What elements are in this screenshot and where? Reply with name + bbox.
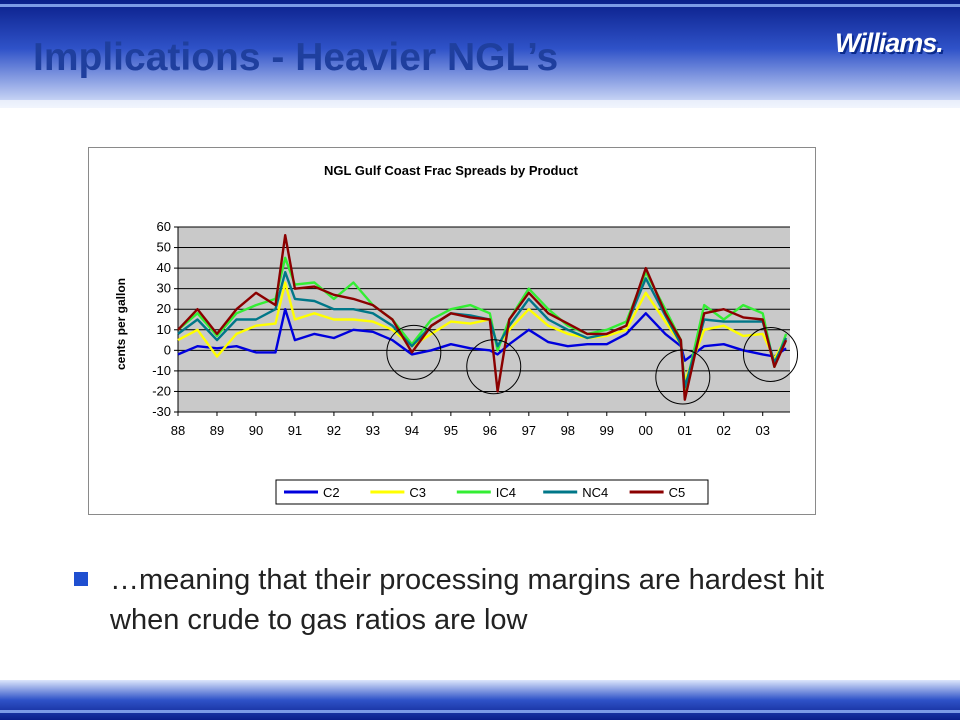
- y-tick-label: -30: [152, 404, 171, 419]
- y-tick-label: 50: [157, 240, 171, 255]
- y-tick-label: -10: [152, 363, 171, 378]
- y-tick-label: 0: [164, 342, 171, 357]
- x-tick-label: 91: [288, 423, 302, 438]
- y-tick-label: 10: [157, 322, 171, 337]
- williams-logo: Williams.: [835, 28, 944, 58]
- legend-label-nc4: NC4: [582, 485, 608, 500]
- x-tick-label: 92: [327, 423, 341, 438]
- y-tick-label: 20: [157, 301, 171, 316]
- y-tick-label: 40: [157, 260, 171, 275]
- x-tick-label: 93: [366, 423, 380, 438]
- x-tick-label: 94: [405, 423, 419, 438]
- x-tick-label: 02: [716, 423, 730, 438]
- x-tick-label: 89: [210, 423, 224, 438]
- series-line-nc4: [177, 270, 788, 389]
- slide-title: Implications - Heavier NGL’s: [33, 36, 559, 79]
- x-tick-label: 01: [678, 423, 692, 438]
- x-tick-label: 97: [522, 423, 536, 438]
- annotation-circle-4: [743, 326, 799, 382]
- y-tick-label: 30: [157, 281, 171, 296]
- y-tick-label: -20: [152, 383, 171, 398]
- annotation-circle-3: [655, 349, 711, 405]
- x-tick-label: 03: [755, 423, 769, 438]
- legend-label-c3: C3: [409, 485, 426, 500]
- legend-label-c2: C2: [323, 485, 340, 500]
- bullet-text: …meaning that their processing margins a…: [110, 564, 825, 636]
- x-tick-label: 95: [444, 423, 458, 438]
- x-tick-label: 96: [483, 423, 497, 438]
- x-tick-label: 00: [639, 423, 653, 438]
- chart-frame: NGL Gulf Coast Frac Spreads by Product c…: [88, 147, 816, 515]
- x-tick-label: 99: [600, 423, 614, 438]
- legend-label-ic4: IC4: [496, 485, 516, 500]
- legend-label-c5: C5: [669, 485, 686, 500]
- x-tick-label: 98: [561, 423, 575, 438]
- annotation-circle-1: [386, 324, 442, 380]
- y-axis-label: cents per gallon: [114, 278, 128, 370]
- bottom-footer-band: [0, 680, 960, 720]
- y-tick-label: 60: [157, 219, 171, 234]
- x-tick-label: 90: [249, 423, 263, 438]
- chart-title: NGL Gulf Coast Frac Spreads by Product: [324, 163, 579, 178]
- frac-spreads-chart: NGL Gulf Coast Frac Spreads by Product c…: [114, 163, 799, 505]
- square-bullet-icon: [74, 572, 88, 586]
- series-line-c5: [177, 233, 788, 401]
- x-tick-label: 88: [171, 423, 185, 438]
- annotation-circle-2: [466, 339, 522, 395]
- top-header-band: [0, 0, 960, 108]
